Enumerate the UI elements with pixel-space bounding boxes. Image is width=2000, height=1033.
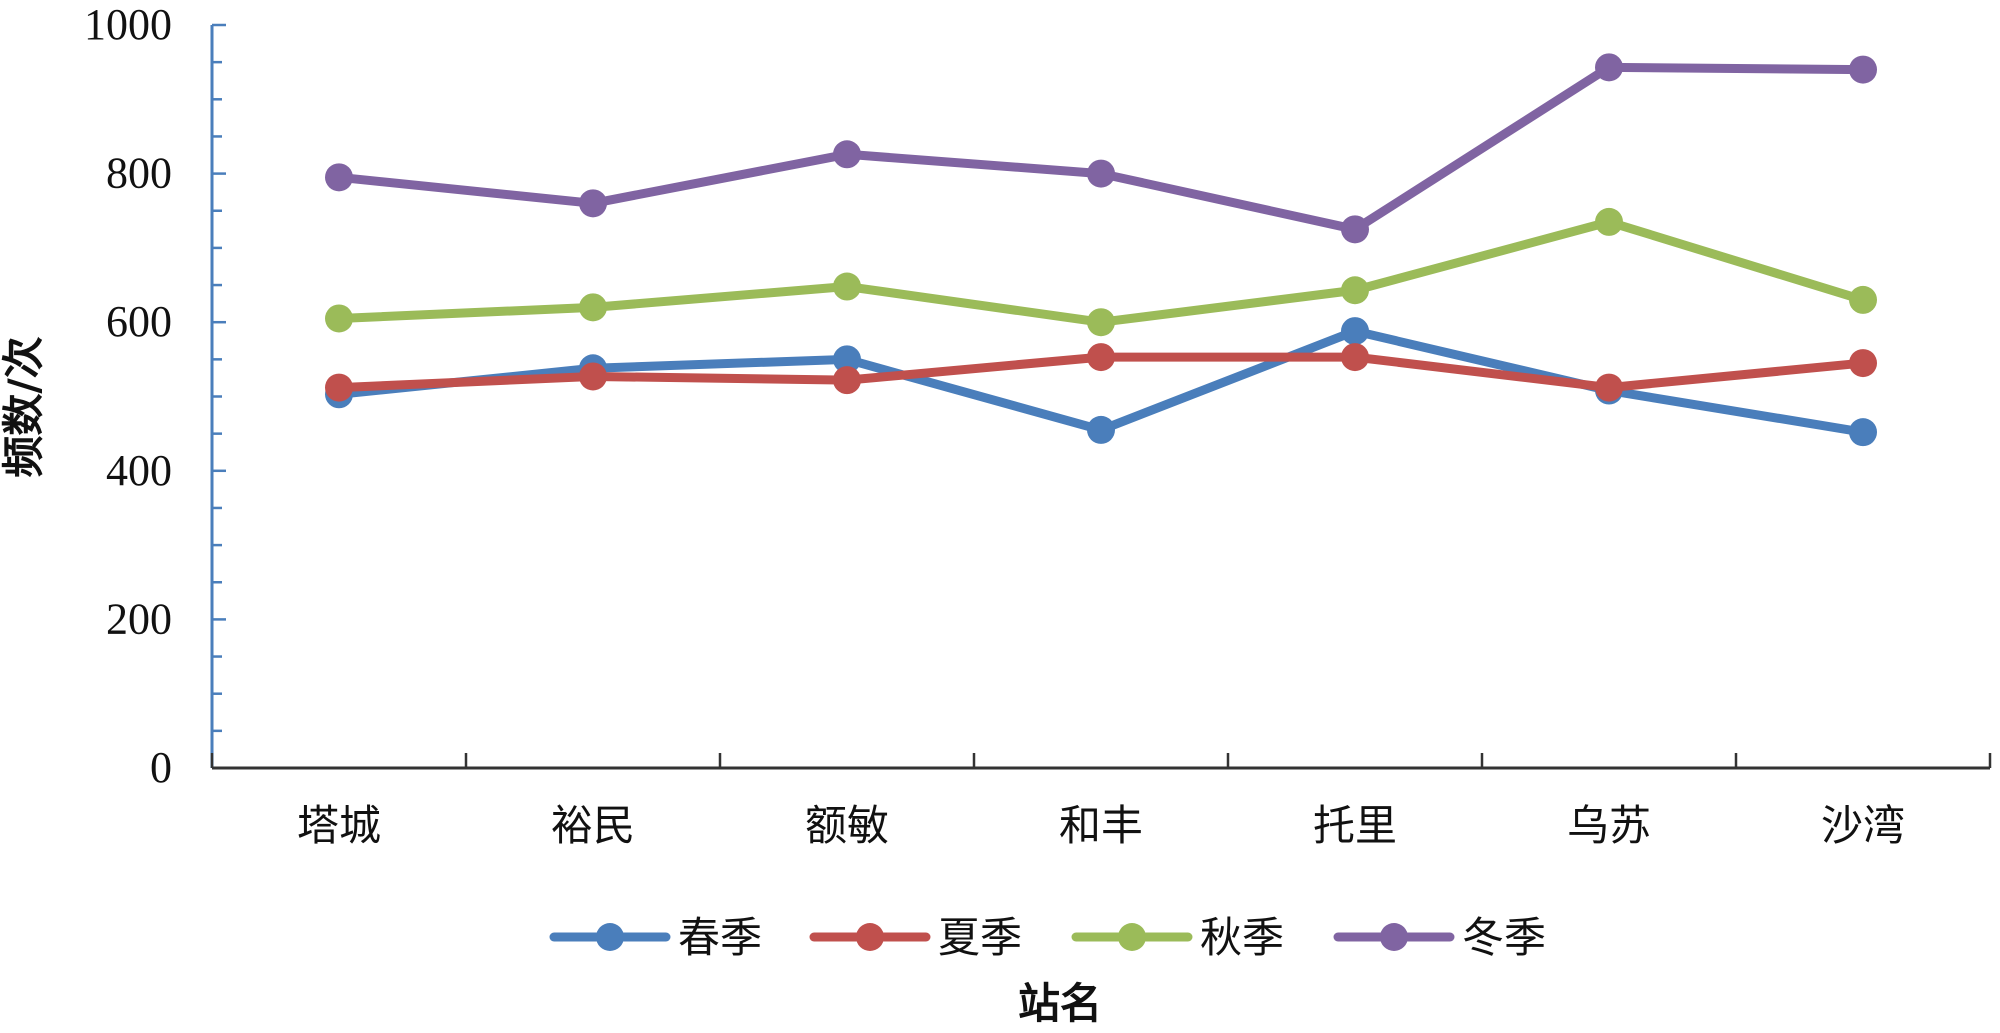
- data-point: [325, 373, 353, 402]
- series-line: [334, 217, 1868, 327]
- y-tick-label: 1000: [84, 0, 172, 49]
- data-point: [579, 293, 607, 322]
- series-2: [325, 343, 1877, 402]
- data-point: [1341, 343, 1369, 372]
- legend-swatch-marker: [856, 923, 884, 951]
- data-point: [833, 140, 861, 169]
- y-tick-label: 200: [106, 594, 172, 643]
- data-point: [1087, 415, 1115, 444]
- data-point: [1341, 276, 1369, 305]
- y-axis-title: 频数/次: [0, 336, 48, 477]
- series-layer: [325, 53, 1877, 447]
- legend-item: 夏季: [809, 913, 1022, 962]
- legend: 春季 夏季 秋季 冬季: [549, 913, 1546, 962]
- data-point: [1595, 53, 1623, 82]
- series-line: [334, 62, 1868, 234]
- data-point: [1087, 159, 1115, 188]
- data-point: [325, 163, 353, 192]
- data-point: [833, 366, 861, 395]
- y-tick-label: 600: [106, 297, 172, 346]
- data-point: [1849, 285, 1877, 314]
- legend-item: 春季: [549, 913, 762, 962]
- data-point: [1341, 215, 1369, 244]
- data-point: [579, 362, 607, 391]
- data-point: [1087, 308, 1115, 337]
- x-tick-label: 沙湾: [1821, 801, 1905, 850]
- legend-label: 秋季: [1200, 913, 1284, 962]
- x-axis-title: 站名: [1018, 979, 1102, 1028]
- y-tick-label: 400: [106, 446, 172, 495]
- series-3: [325, 207, 1877, 337]
- data-point: [1849, 418, 1877, 447]
- x-tick-label: 乌苏: [1567, 801, 1651, 850]
- y-tick-label: 800: [106, 149, 172, 198]
- y-axis: 0 200 400 600 800 1000: [84, 0, 226, 792]
- data-point: [1849, 55, 1877, 84]
- x-tick-label: 额敏: [805, 801, 889, 850]
- x-tick-label: 塔城: [297, 801, 381, 850]
- data-point: [1087, 343, 1115, 372]
- legend-item: 冬季: [1333, 913, 1546, 962]
- data-point: [325, 304, 353, 333]
- x-tick-label: 和丰: [1059, 801, 1143, 850]
- legend-swatch-marker: [1118, 923, 1146, 951]
- data-point: [1849, 349, 1877, 378]
- data-point: [1595, 207, 1623, 236]
- legend-item: 秋季: [1071, 913, 1284, 962]
- x-axis: 塔城 裕民 额敏 和丰 托里 乌苏 沙湾: [210, 753, 1992, 850]
- legend-swatch-marker: [1380, 923, 1408, 951]
- legend-swatch-marker: [596, 923, 624, 951]
- legend-label: 夏季: [938, 913, 1022, 962]
- y-tick-label: 0: [150, 743, 172, 792]
- data-point: [579, 189, 607, 218]
- data-point: [1595, 373, 1623, 402]
- legend-label: 春季: [678, 913, 762, 962]
- x-tick-label: 裕民: [551, 801, 635, 850]
- data-point: [1341, 317, 1369, 346]
- series-4: [325, 53, 1877, 244]
- data-point: [833, 345, 861, 374]
- data-point: [833, 272, 861, 301]
- x-tick-label: 托里: [1313, 801, 1397, 850]
- legend-label: 冬季: [1462, 913, 1546, 962]
